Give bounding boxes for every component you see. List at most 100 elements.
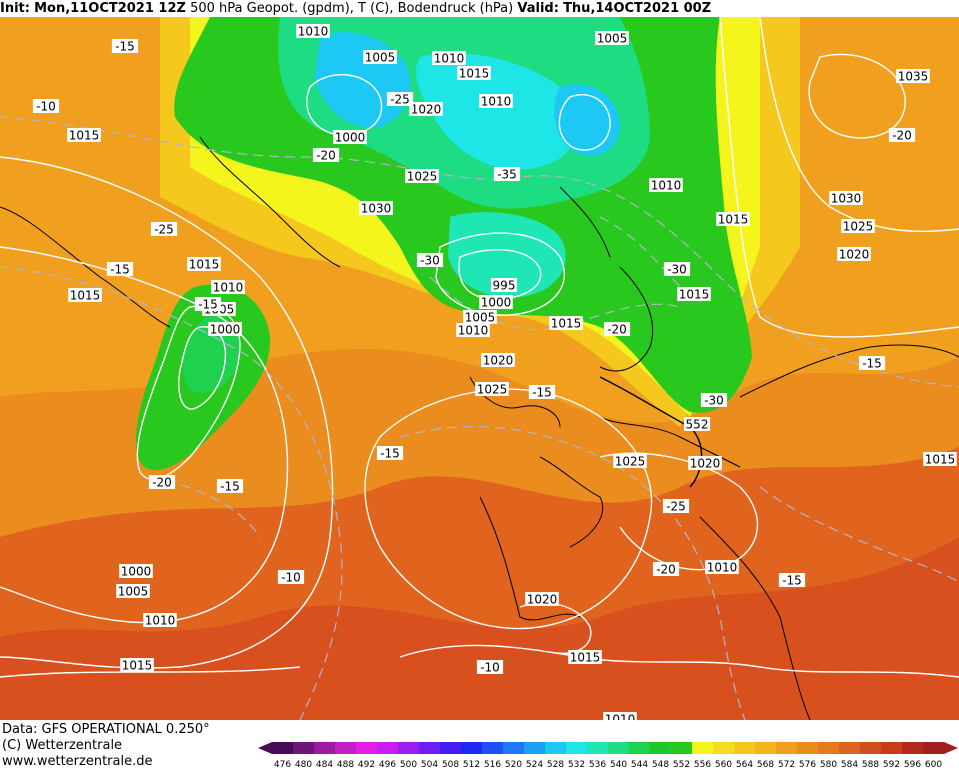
pressure-label: 1020	[839, 248, 870, 262]
pressure-label-bg	[837, 247, 871, 261]
scale-tick-label: 476	[274, 760, 291, 770]
pressure-label: 1015	[551, 317, 582, 331]
temperature-label: -20	[316, 149, 336, 163]
pressure-label: 1000	[335, 131, 366, 145]
scale-tick-label: 548	[652, 760, 669, 770]
scale-swatch	[671, 742, 693, 754]
scale-tick-label: 484	[316, 760, 333, 770]
scale-tick-label: 528	[547, 760, 564, 770]
pressure-label-bg	[211, 280, 245, 294]
temperature-label-bg	[150, 222, 178, 236]
pressure-label-bg	[479, 295, 513, 309]
scale-tick-label: 560	[715, 760, 732, 770]
temperature-label: -35	[497, 168, 517, 182]
pressure-label: 1005	[118, 585, 149, 599]
pressure-label-group: 1010 1005 1010 1015 1005 1035 1015 1020 1000 1010…	[67, 24, 957, 720]
pressure-label: 1035	[898, 70, 929, 84]
temperature-label-bg	[386, 92, 414, 106]
pressure-label: 1015	[459, 67, 490, 81]
temperature-label: -15	[115, 40, 135, 54]
temperature-label-bg	[662, 499, 690, 513]
pressure-label: 1010	[651, 179, 682, 193]
pressure-label: 1025	[615, 455, 646, 469]
temperature-label: -15	[110, 263, 130, 277]
pressure-label-bg	[896, 69, 930, 83]
pressure-label: 1015	[70, 289, 101, 303]
pressure-label: 1010	[605, 713, 636, 721]
pressure-label: 1005	[597, 32, 628, 46]
scale-swatch	[629, 742, 651, 754]
temperature-label-bg	[106, 262, 134, 276]
temperature-label: -30	[704, 394, 724, 408]
scale-swatch	[314, 742, 336, 754]
scale-tick-label: 568	[757, 760, 774, 770]
init-label: Init:	[0, 1, 30, 16]
scale-swatch	[755, 742, 777, 754]
pressure-label-bg	[479, 94, 513, 108]
scale-arrow-right	[944, 742, 958, 754]
scale-tick-label: 508	[442, 760, 459, 770]
init-value: Mon,11OCT2021 12Z	[34, 1, 186, 16]
pressure-label-bg	[296, 24, 330, 38]
scale-tick-label: 520	[505, 760, 522, 770]
temperature-label: -15	[380, 447, 400, 461]
map-title: 500 hPa Geopot. (gpdm), T (C), Bodendruc…	[190, 1, 514, 16]
scale-tick-label: 532	[568, 760, 585, 770]
pressure-label-bg	[120, 658, 154, 672]
temperature-label-bg	[312, 148, 340, 162]
pressure-label-bg	[409, 102, 443, 116]
pressure-label-bg	[525, 592, 559, 606]
scale-tick-label: 536	[589, 760, 606, 770]
pressure-label-bg	[829, 191, 863, 205]
scale-swatch	[776, 742, 798, 754]
pressure-label: 1020	[483, 354, 514, 368]
pressure-label-bg	[143, 613, 177, 627]
pressure-label: 1025	[477, 383, 508, 397]
scale-swatch	[587, 742, 609, 754]
height-label-bg	[683, 417, 711, 431]
pressure-label: 1000	[121, 565, 152, 579]
copyright: (C) Wetterzentrale	[2, 738, 123, 753]
valid-label: Valid:	[517, 1, 559, 16]
temperature-label: -25	[390, 93, 410, 107]
pressure-label-bg	[67, 128, 101, 142]
scale-swatch	[713, 742, 735, 754]
scale-swatch	[272, 742, 294, 754]
pressure-label-bg	[613, 454, 647, 468]
pressure-label-bg	[363, 50, 397, 64]
pressure-label-bg	[432, 51, 466, 65]
temperature-label: -20	[656, 563, 676, 577]
scale-swatch	[797, 742, 819, 754]
pressure-label-bg	[568, 650, 602, 664]
pressure-label-bg	[490, 278, 518, 292]
scale-tick-label: 572	[778, 760, 795, 770]
temperature-label: -20	[607, 323, 627, 337]
valid-value: Thu,14OCT2021 00Z	[563, 1, 712, 16]
temperature-label-bg	[216, 479, 244, 493]
temperature-label-bg	[663, 262, 691, 276]
temperature-label: -10	[480, 661, 500, 675]
temperature-label: -25	[154, 223, 174, 237]
scale-swatch	[860, 742, 882, 754]
pressure-label-bg	[116, 584, 150, 598]
scale-swatch	[608, 742, 630, 754]
temperature-label-group: -15 -10 -25 -20 -35 -20 -25 -15 -15 -30 -30 -20 -15 -…	[32, 39, 916, 675]
scale-swatch	[566, 742, 588, 754]
pressure-label: 1020	[411, 103, 442, 117]
scale-tick-label: 552	[673, 760, 690, 770]
pressure-label-bg	[457, 66, 491, 80]
scale-swatch	[545, 742, 567, 754]
scale-tick-label: 516	[484, 760, 501, 770]
temperature-label: -15	[782, 574, 802, 588]
temperature-label: -15	[220, 480, 240, 494]
temperature-label: -15	[198, 298, 218, 312]
scale-tick-label: 496	[379, 760, 396, 770]
pressure-label-bg	[705, 560, 739, 574]
pressure-label: 1010	[458, 324, 489, 338]
temperature-label-bg	[888, 128, 916, 142]
pressure-label-bg	[716, 212, 750, 226]
pressure-label: 1010	[213, 281, 244, 295]
scale-tick-label: 512	[463, 760, 480, 770]
scale-swatch	[923, 742, 945, 754]
pressure-label-bg	[677, 287, 711, 301]
